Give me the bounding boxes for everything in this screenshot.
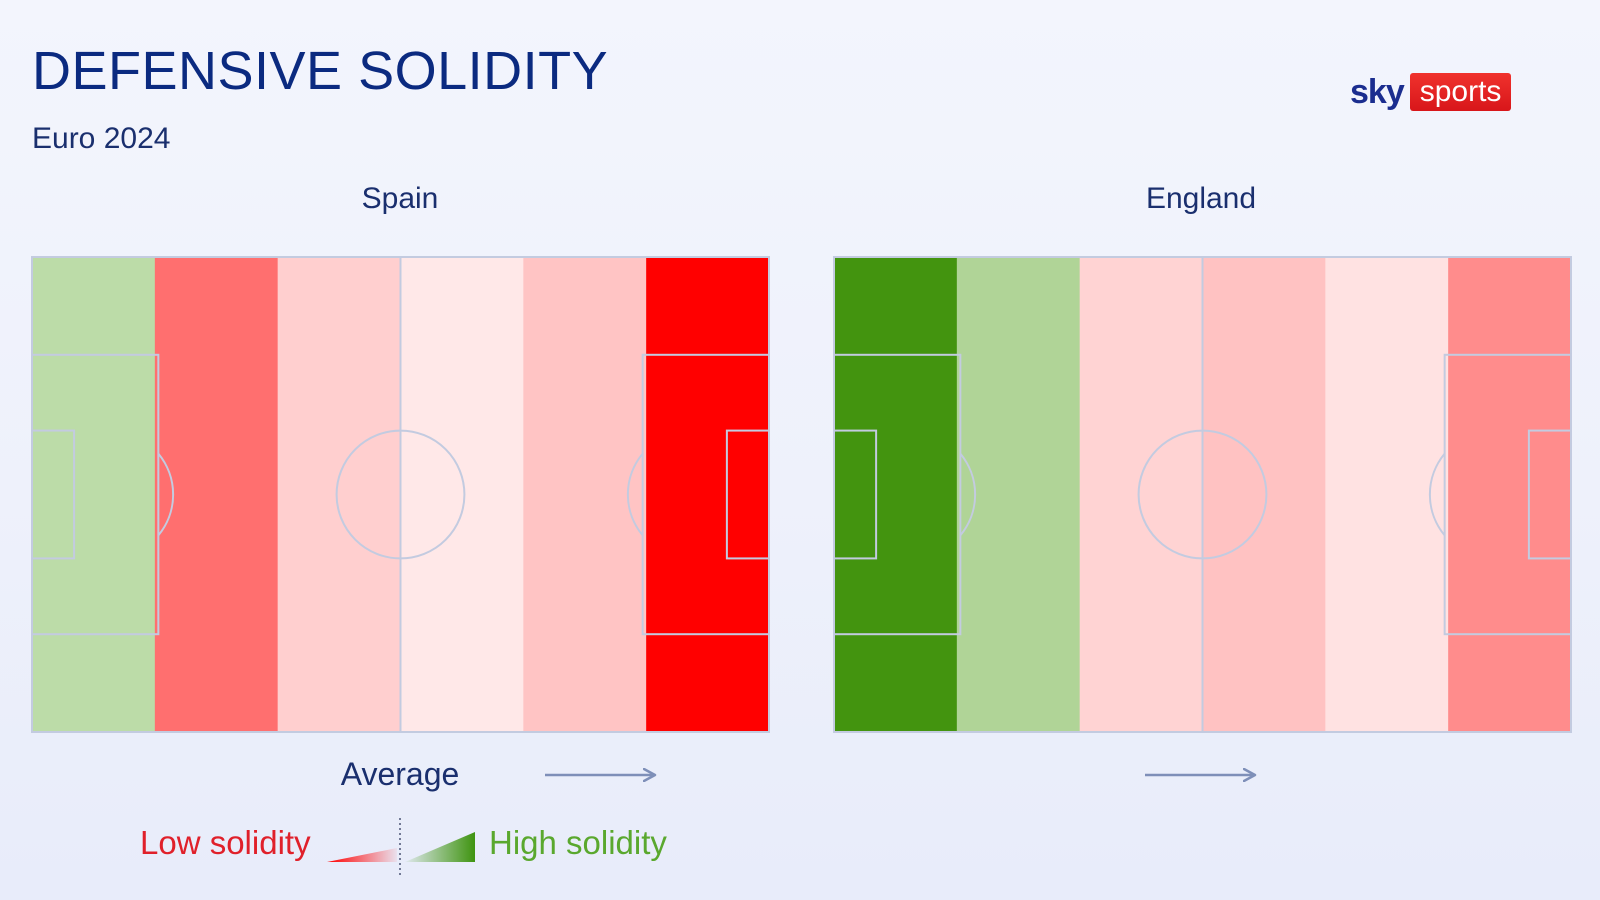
zone-6 <box>1448 257 1572 732</box>
zone-6 <box>646 257 770 732</box>
zone-3 <box>277 257 401 732</box>
penalty-arc-right <box>626 452 644 537</box>
zone-2 <box>154 257 279 732</box>
logo-sky-text: sky <box>1350 72 1405 111</box>
pitch-label-spain: Spain <box>361 182 439 215</box>
legend-low-wedge <box>327 848 397 862</box>
goal-area-left <box>31 429 76 560</box>
centre-circle <box>1137 429 1268 560</box>
logo-sports-text: sports <box>1409 73 1512 111</box>
sky-sports-logo: sky sports <box>1350 72 1512 112</box>
goal-area-right <box>1527 429 1573 560</box>
legend-low-label: Low solidity <box>140 824 311 861</box>
legend-high-wedge <box>405 832 475 862</box>
zone-5 <box>523 257 647 732</box>
chart-subtitle: Euro 2024 <box>32 122 171 155</box>
goal-area-left <box>833 429 878 560</box>
centre-circle <box>335 429 466 560</box>
penalty-arc-right <box>1428 452 1446 537</box>
legend-average-label: Average <box>340 756 460 792</box>
goal-area-right <box>725 429 771 560</box>
penalty-arc-left <box>157 452 175 537</box>
pitch-spain <box>31 256 771 733</box>
zone-4 <box>1202 257 1326 732</box>
zone-1 <box>834 257 958 732</box>
pitch-england <box>833 256 1573 733</box>
zone-4 <box>400 257 524 732</box>
zone-5 <box>1325 257 1449 732</box>
chart-title: DEFENSIVE SOLIDITY <box>32 41 609 101</box>
zone-1 <box>32 257 156 732</box>
legend-high-label: High solidity <box>489 824 667 861</box>
zone-3 <box>1079 257 1203 732</box>
zone-2 <box>956 257 1081 732</box>
pitch-label-england: England <box>1145 182 1257 215</box>
penalty-arc-left <box>959 452 977 537</box>
